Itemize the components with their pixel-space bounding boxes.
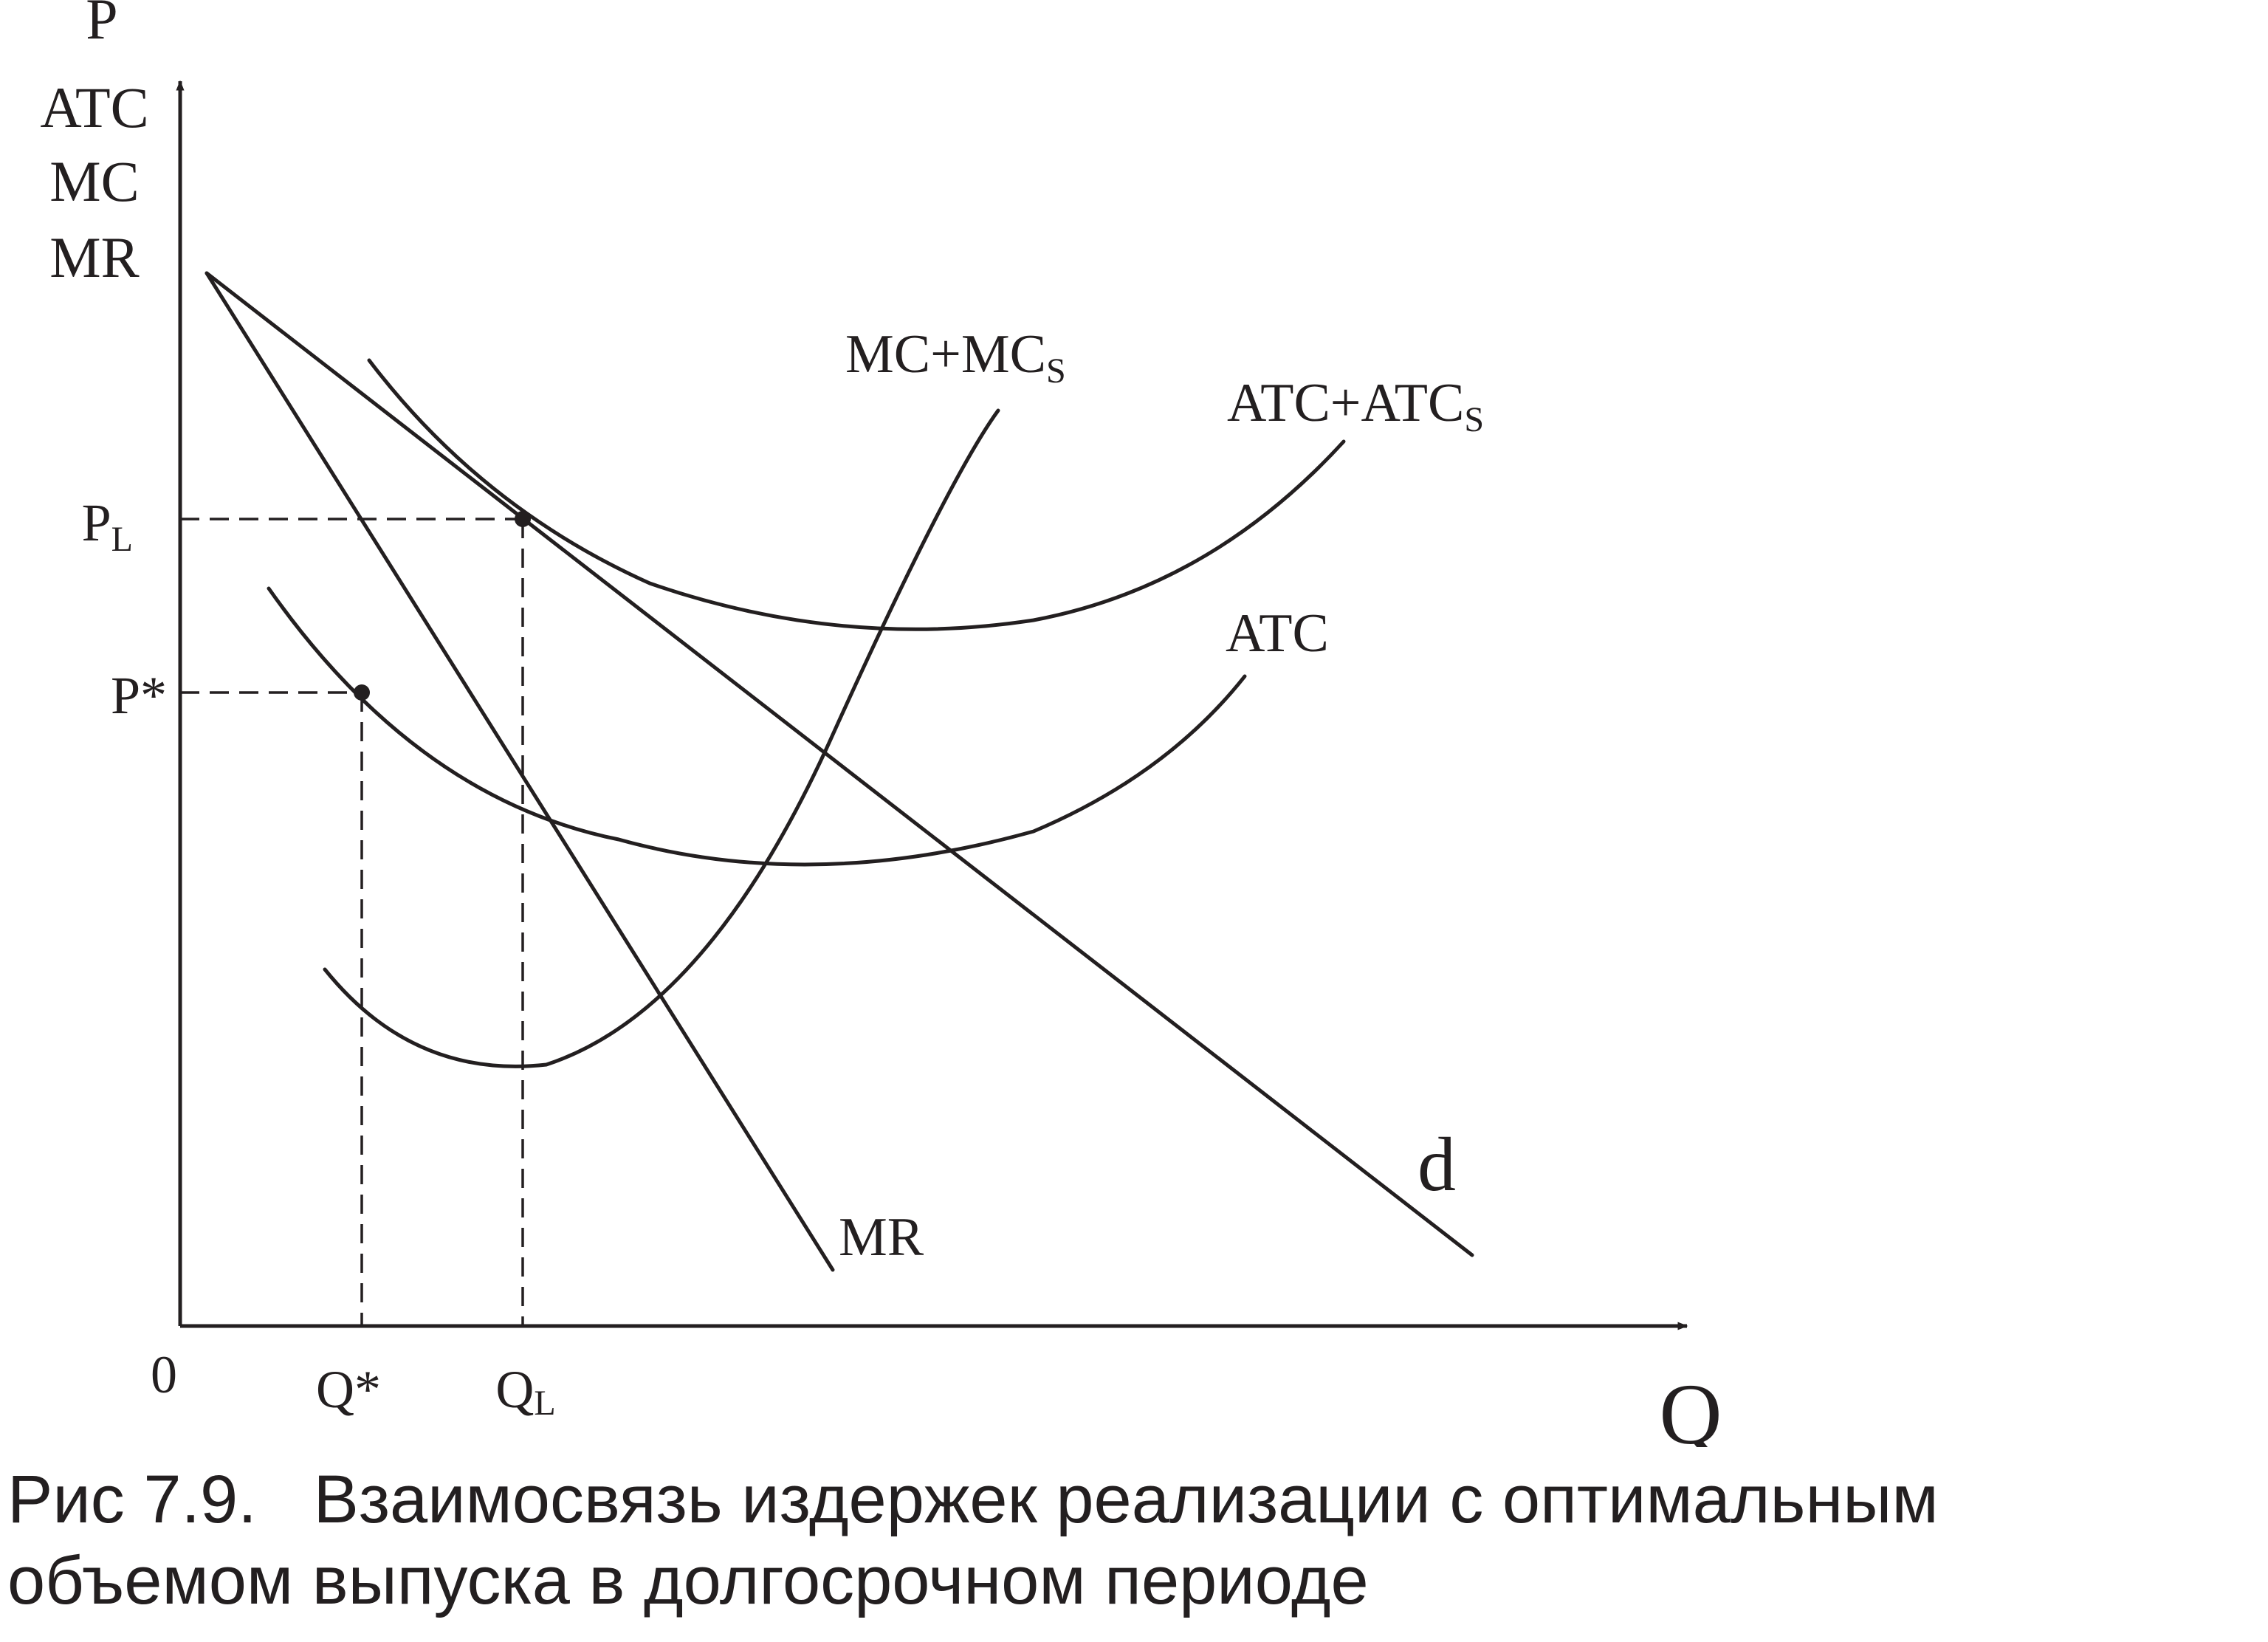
x-axis-label: Q bbox=[1659, 1366, 1722, 1447]
mr-curve bbox=[205, 271, 835, 1272]
atc-ats-curve bbox=[367, 358, 1346, 631]
curve-label-demand: d bbox=[1418, 1122, 1456, 1207]
curve-label-atc: ATC bbox=[1226, 603, 1329, 664]
curve-label-mr: MR bbox=[839, 1207, 924, 1268]
pstar-point bbox=[354, 684, 370, 701]
mc-mcs-curve bbox=[323, 408, 1000, 1068]
demand-curve bbox=[205, 271, 1474, 1257]
y-axis-label-mc: MC bbox=[49, 149, 139, 213]
cost-diagram: P ATC MC MR Q 0 PL P* Q* QL MC+MCS ATC+A… bbox=[40, 0, 1722, 1447]
atc-curve bbox=[267, 586, 1247, 867]
price-label-pstar: P* bbox=[111, 666, 167, 725]
curve-label-mc-mcs: MC+MCS bbox=[845, 324, 1066, 391]
y-axis-label-mr: MR bbox=[49, 225, 139, 289]
caption-line-1: Рис 7.9. Взаимосвязь издержек реализации… bbox=[7, 1462, 1939, 1537]
price-label-pl: PL bbox=[82, 493, 133, 559]
curve-label-atc-ats: ATC+ATCS bbox=[1227, 373, 1484, 439]
figure-caption: Рис 7.9. Взаимосвязь издержек реализации… bbox=[7, 1459, 2259, 1621]
quantity-label-ql: QL bbox=[495, 1360, 555, 1423]
caption-line-2: объемом выпуска в долгосрочном периоде bbox=[7, 1543, 1369, 1618]
y-axis-label-atc: ATC bbox=[40, 75, 148, 140]
quantity-label-qstar: Q* bbox=[316, 1360, 381, 1419]
y-axis-label-p: P bbox=[86, 0, 117, 51]
pl-point bbox=[515, 511, 531, 527]
origin-label: 0 bbox=[151, 1345, 177, 1404]
